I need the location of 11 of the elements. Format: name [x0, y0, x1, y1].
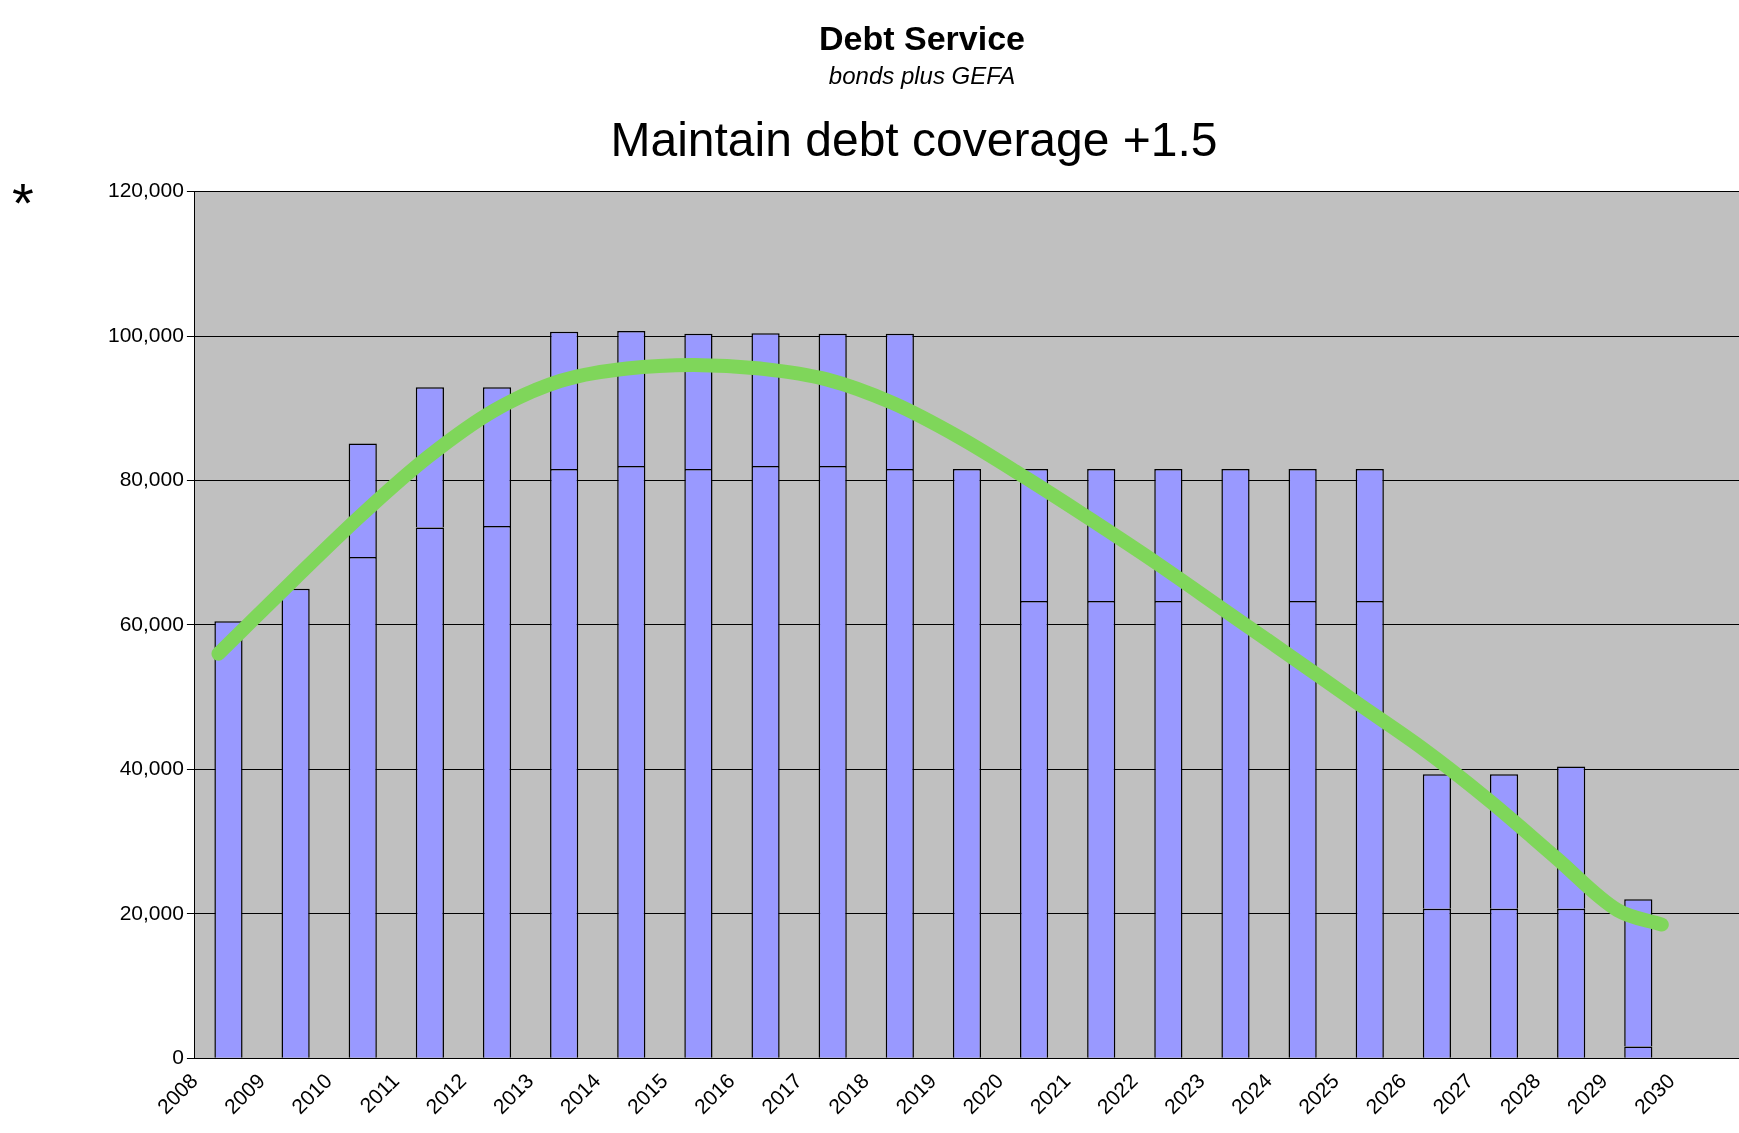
text: *: [12, 171, 34, 234]
y-tick-label: 120,000: [107, 178, 184, 202]
y-tick-label: 100,000: [107, 322, 184, 346]
chart-subtitle: bonds plus GEFA: [828, 61, 1016, 89]
y-tick-label: 60,000: [119, 611, 184, 635]
y-tick-label: 80,000: [119, 467, 184, 491]
y-tick-label: 20,000: [119, 900, 184, 924]
text: Maintain debt coverage +1.5: [610, 113, 1218, 166]
y-tick-label: 0: [172, 1044, 184, 1068]
chart-title: Debt Service: [819, 18, 1025, 57]
y-tick-label: 40,000: [119, 756, 184, 780]
